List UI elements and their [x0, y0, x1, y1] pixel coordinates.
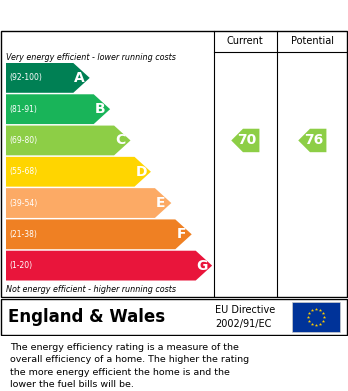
- Text: Current: Current: [227, 36, 264, 46]
- Polygon shape: [6, 251, 212, 280]
- Text: E: E: [156, 196, 165, 210]
- Polygon shape: [6, 94, 110, 124]
- Text: Not energy efficient - higher running costs: Not energy efficient - higher running co…: [6, 285, 176, 294]
- Polygon shape: [6, 63, 90, 93]
- Polygon shape: [6, 219, 192, 249]
- Polygon shape: [6, 126, 130, 155]
- Text: (55-68): (55-68): [9, 167, 37, 176]
- Text: C: C: [115, 133, 125, 147]
- Text: F: F: [176, 227, 186, 241]
- Polygon shape: [6, 157, 151, 187]
- Bar: [292, 302, 340, 332]
- Text: 76: 76: [304, 133, 324, 147]
- Text: The energy efficiency rating is a measure of the
overall efficiency of a home. T: The energy efficiency rating is a measur…: [10, 343, 250, 389]
- Text: A: A: [74, 71, 85, 85]
- Text: Very energy efficient - lower running costs: Very energy efficient - lower running co…: [6, 54, 176, 63]
- Text: EU Directive
2002/91/EC: EU Directive 2002/91/EC: [215, 305, 275, 328]
- Polygon shape: [298, 129, 326, 152]
- Text: (1-20): (1-20): [9, 261, 32, 270]
- Text: G: G: [197, 258, 208, 273]
- Polygon shape: [231, 129, 259, 152]
- Text: England & Wales: England & Wales: [8, 308, 165, 326]
- Text: B: B: [95, 102, 105, 116]
- Text: (21-38): (21-38): [9, 230, 37, 239]
- Text: (39-54): (39-54): [9, 199, 37, 208]
- Text: (81-91): (81-91): [9, 105, 37, 114]
- Text: Potential: Potential: [291, 36, 334, 46]
- Polygon shape: [6, 188, 171, 218]
- Text: Energy Efficiency Rating: Energy Efficiency Rating: [10, 7, 232, 23]
- Text: (92-100): (92-100): [9, 74, 42, 83]
- Text: D: D: [135, 165, 147, 179]
- Text: (69-80): (69-80): [9, 136, 37, 145]
- Text: 70: 70: [237, 133, 257, 147]
